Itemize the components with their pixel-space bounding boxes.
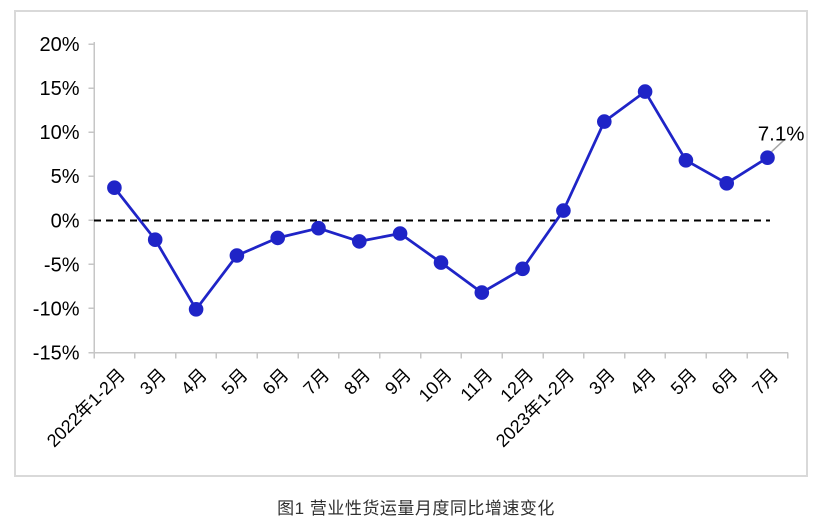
y-axis-tick-label: 20% xyxy=(39,34,79,56)
x-axis-category-label: 5月 xyxy=(667,365,701,399)
data-point-marker xyxy=(392,226,408,241)
x-axis-category-label: 4月 xyxy=(626,365,660,399)
data-point-marker xyxy=(229,248,245,263)
x-axis-category-label: 3月 xyxy=(136,365,170,399)
data-series-line xyxy=(113,90,769,311)
x-axis-category-label: 5月 xyxy=(218,365,252,399)
x-axis-category-label: 3月 xyxy=(585,365,619,399)
data-point-marker xyxy=(597,114,612,129)
x-axis-category-label: 9月 xyxy=(381,365,415,399)
data-point-marker xyxy=(352,234,367,249)
data-point-marker xyxy=(556,203,571,218)
y-axis-tick-label: 5% xyxy=(51,166,80,188)
x-axis-category-label: 6月 xyxy=(259,365,293,399)
chart-caption: 图1 营业性货运量月度同比增速变化 xyxy=(277,499,555,518)
y-axis-tick-label: -10% xyxy=(33,298,80,320)
data-point-marker xyxy=(678,153,694,168)
data-point-marker xyxy=(719,176,734,191)
data-point-marker xyxy=(188,302,204,317)
chart-frame: 20% 15% 10% 5% 0% -5% -10% -15% 2022年1-2月 3月 4月 5月 6… xyxy=(14,10,808,477)
x-axis-category-label: 11月 xyxy=(457,365,497,405)
data-point-marker xyxy=(433,255,449,270)
y-axis-tick-label: -15% xyxy=(33,343,80,365)
data-point-marker xyxy=(107,180,122,195)
data-label-annotation: 7.1% xyxy=(758,123,805,146)
x-axis-category-label: 8月 xyxy=(340,365,374,399)
x-axis-category-label: 7月 xyxy=(299,365,333,399)
y-axis-tick-label: -5% xyxy=(44,254,80,276)
x-axis-category-label: 6月 xyxy=(708,365,742,399)
data-point-marker xyxy=(760,150,775,165)
data-point-marker xyxy=(637,84,653,99)
y-axis-tick-label: 0% xyxy=(51,210,80,232)
x-axis-category-label: 4月 xyxy=(177,365,211,399)
data-point-marker xyxy=(311,220,326,236)
y-axis-tick-label: 10% xyxy=(39,122,79,144)
data-point-marker xyxy=(270,230,285,246)
line-chart-svg: 20%15%10%5%0%-5%-10%-15%2022年1-2月 3月 4月 5月 6… xyxy=(33,34,805,451)
x-axis-category-label: 2022年1-2月 xyxy=(43,365,129,451)
y-axis-tick-label: 15% xyxy=(39,78,79,100)
annotation-leader-line xyxy=(771,138,787,153)
data-point-marker xyxy=(515,261,530,277)
x-axis-category-label: 7月 xyxy=(748,365,782,399)
data-point-marker xyxy=(474,285,490,300)
x-axis-category-label: 10月 xyxy=(415,365,456,406)
data-point-marker xyxy=(147,232,163,247)
